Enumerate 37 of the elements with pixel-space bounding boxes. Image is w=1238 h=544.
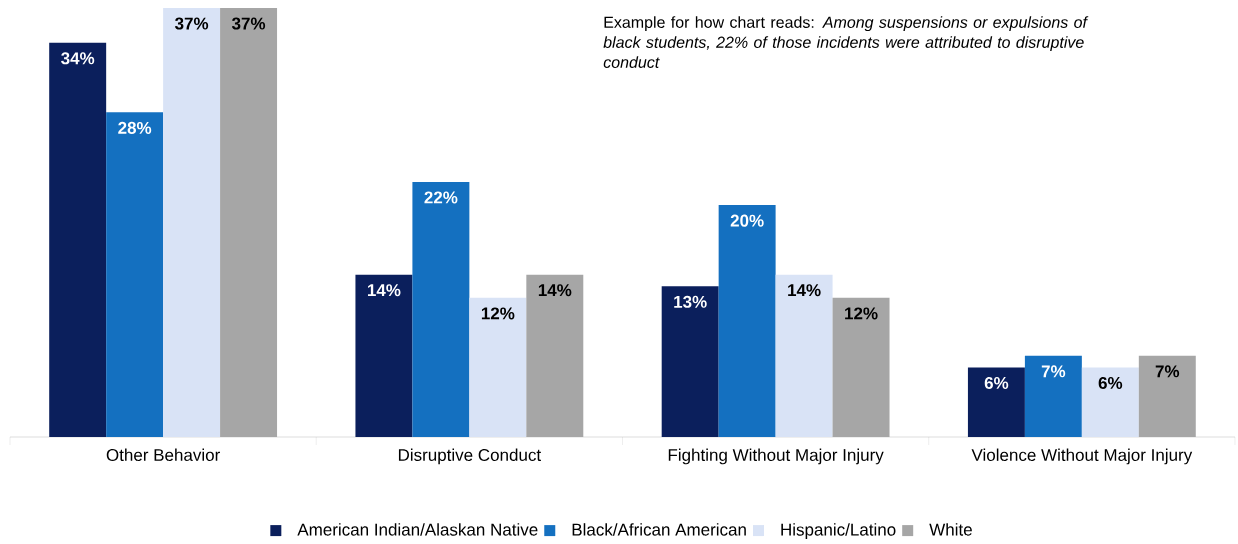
data-label: 34% [61, 52, 95, 65]
x-tick-label: Other Behavior [106, 448, 220, 462]
data-label: 6% [984, 376, 1009, 389]
annotation: Example for how chart reads: Among suspensions or expulsions of black students, 22% of those incidents were attributed to disruptive conduct [603, 16, 1089, 68]
data-label: 22% [424, 191, 458, 204]
legend-label: Black/African American [572, 523, 746, 536]
bar [49, 42, 107, 437]
legend-label: Hispanic/Latino [781, 523, 896, 540]
data-label: 20% [730, 214, 764, 227]
data-label: 13% [674, 295, 707, 308]
data-label: 7% [1041, 365, 1066, 378]
data-label: 14% [788, 284, 821, 297]
data-label: 28% [118, 121, 152, 134]
bar [1081, 367, 1139, 437]
data-label: 37% [174, 17, 209, 30]
bar [355, 274, 413, 437]
bar [412, 181, 470, 437]
x-tick-label: Violence Without Major Injury [971, 448, 1193, 465]
data-label: 7% [1155, 365, 1180, 378]
legend-label: White [929, 523, 972, 536]
legend-label: American Indian/Alaskan Native [297, 523, 538, 536]
x-tick-label: Fighting Without Major Injury [668, 448, 884, 465]
data-label: 12% [481, 307, 515, 320]
bar [469, 297, 527, 437]
bar [106, 112, 164, 437]
bar [775, 274, 833, 437]
bar [163, 8, 221, 437]
data-label: 37% [231, 17, 266, 30]
bar [718, 205, 776, 437]
data-label: 14% [367, 284, 401, 297]
bar [661, 286, 719, 437]
data-label: 6% [1098, 376, 1123, 389]
x-tick-label: Disruptive Conduct [398, 448, 541, 465]
bar [1024, 355, 1082, 437]
bar [967, 367, 1025, 437]
data-label: 12% [845, 307, 878, 320]
data-label: 14% [538, 284, 572, 297]
